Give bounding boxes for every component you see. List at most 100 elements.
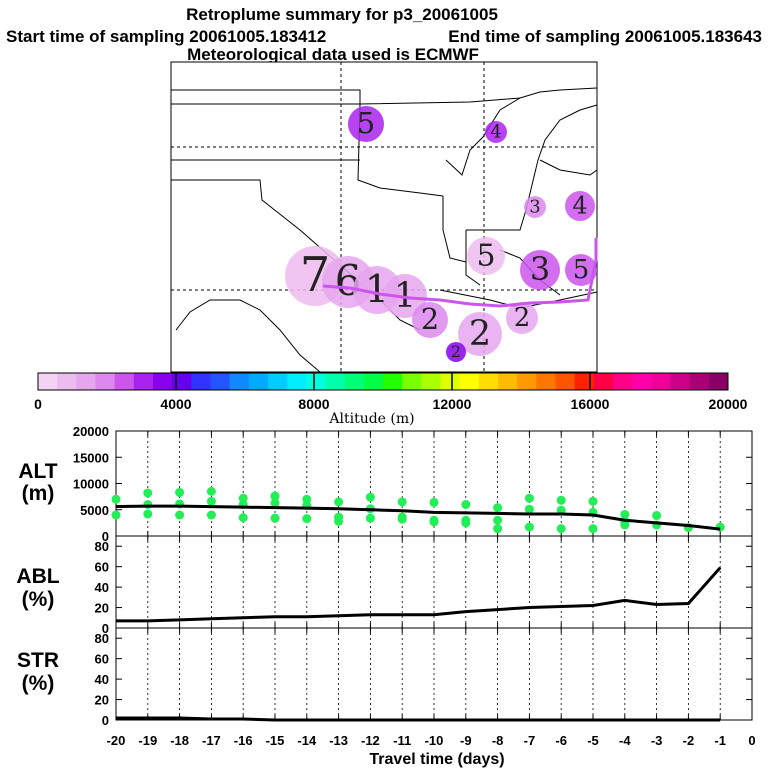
plume-markers: 5 43 457 6 1 13 52 222	[285, 106, 597, 362]
altitude-scatter-point	[365, 513, 375, 523]
colorbar-cell	[651, 373, 671, 390]
plume-number-label: 4	[490, 122, 501, 143]
colorbar-cell	[172, 373, 192, 390]
x-tick-label: -9	[460, 733, 472, 748]
x-tick-label: -6	[555, 733, 567, 748]
colorbar-cell	[229, 373, 250, 390]
y-tick-label: 40	[95, 672, 109, 687]
colorbar-cell	[478, 373, 499, 390]
altitude-scatter-point	[111, 510, 121, 520]
colorbar-cell	[114, 373, 135, 390]
colorbar-cell	[210, 373, 231, 390]
panel-str: STR (%) 0 20 40 60 80	[17, 627, 753, 728]
abl-label: ABL	[16, 565, 59, 588]
colorbar-cell	[287, 373, 307, 390]
altitude-scatter-point	[524, 493, 534, 503]
y-tick-label: 40	[95, 580, 109, 595]
y-tick-label: 0	[102, 713, 109, 728]
colorbar-cell	[574, 373, 595, 390]
plume-circle	[524, 196, 546, 218]
plume-number-label: 5	[357, 106, 375, 140]
colorbar-cell	[344, 373, 365, 390]
colorbar-cell	[536, 373, 556, 390]
plume-number-label: 3	[529, 197, 540, 218]
altitude-scatter-point	[588, 496, 598, 506]
x-tick-label: -20	[107, 733, 126, 748]
altitude-scatter-point	[143, 509, 153, 519]
altitude-scatter-point	[429, 497, 439, 507]
colorbar-cell	[593, 373, 614, 390]
altitude-scatter-point	[556, 524, 566, 534]
plume-circle	[565, 191, 595, 221]
altitude-scatter-point	[175, 487, 185, 497]
x-axis-title: Travel time (days)	[369, 751, 504, 768]
colorbar-cell	[268, 373, 288, 390]
altitude-colorbar: 0 4000 8000 12000 16000 20000 Altitude (m)	[34, 372, 748, 427]
altitude-scatter-point	[524, 522, 534, 532]
altitude-scatter-point	[206, 496, 216, 506]
colorbar-cell	[57, 373, 77, 390]
plume-number-label: 5	[573, 255, 590, 285]
colorbar-title: Altitude (m)	[328, 411, 414, 427]
altitude-scatter-point	[238, 513, 248, 523]
x-tick-label: -7	[524, 733, 536, 748]
x-tick-label: -5	[587, 733, 599, 748]
x-tick-label: -14	[297, 733, 317, 748]
start-time-label: Start time of sampling 20061005.183412	[6, 27, 326, 46]
plume-number-label: 2	[469, 314, 491, 354]
colorbar-cell	[670, 373, 691, 390]
alt-unit: (m)	[22, 482, 55, 505]
altitude-scatter-point	[493, 515, 503, 525]
alt-series-line	[115, 504, 721, 531]
figure-title: Retroplume summary for p3_20061005	[186, 5, 498, 24]
altitude-scatter-point	[270, 513, 280, 523]
x-tick-label: -2	[683, 733, 695, 748]
plume-circle	[467, 237, 505, 275]
colorbar-cell	[517, 373, 537, 390]
colorbar-tick-label: 4000	[160, 396, 191, 412]
colorbar-tick-label: 8000	[298, 396, 329, 412]
colorbar-cell	[383, 373, 403, 390]
colorbar-cell	[325, 373, 346, 390]
plume-circle	[458, 312, 502, 356]
colorbar-cell	[421, 373, 441, 390]
colorbar-cell	[632, 373, 652, 390]
x-tick-label: -19	[138, 733, 157, 748]
altitude-scatter-point	[270, 498, 280, 508]
y-tick-label: 20	[95, 601, 109, 616]
plume-number-label: 4	[572, 192, 587, 220]
x-axis: -20 -19 -18 -17 -16 -15 -14 -13 -12 -11 -10 -9 -8 -7-…	[107, 733, 756, 748]
colorbar-cell	[363, 373, 384, 390]
y-tick-label: 80	[95, 631, 109, 646]
colorbar-cell	[689, 373, 710, 390]
colorbar-cell	[153, 373, 173, 390]
y-tick-label: 20	[95, 693, 109, 708]
altitude-scatter-point	[175, 510, 185, 520]
str-unit: (%)	[22, 672, 55, 695]
plume-circle	[412, 302, 448, 338]
plume-circle	[348, 106, 384, 142]
y-tick-label: 0	[102, 621, 109, 636]
colorbar-cell	[459, 373, 480, 390]
colorbar-tick-label: 0	[34, 396, 42, 412]
altitude-scatter-point	[620, 509, 630, 519]
altitude-scatter-point	[302, 494, 312, 504]
str-series-line	[116, 716, 721, 722]
altitude-scatter-point	[652, 511, 662, 521]
altitude-scatter-point	[238, 493, 248, 503]
colorbar-cell	[38, 373, 58, 390]
altitude-scatter-point	[429, 517, 439, 527]
colorbar-tick-label: 12000	[433, 396, 472, 412]
abl-unit: (%)	[22, 588, 55, 611]
plume-circle	[446, 342, 466, 362]
met-data-label: Meteorological data used is ECMWF	[187, 45, 479, 64]
altitude-scatter-point	[302, 514, 312, 524]
plume-circle	[565, 254, 597, 286]
altitude-scatter-point	[365, 492, 375, 502]
plume-number-label: 2	[514, 303, 531, 333]
altitude-scatter-point	[493, 524, 503, 534]
altitude-scatter-point	[143, 488, 153, 498]
altitude-scatter-point	[334, 497, 344, 507]
altitude-scatter-point	[556, 495, 566, 505]
